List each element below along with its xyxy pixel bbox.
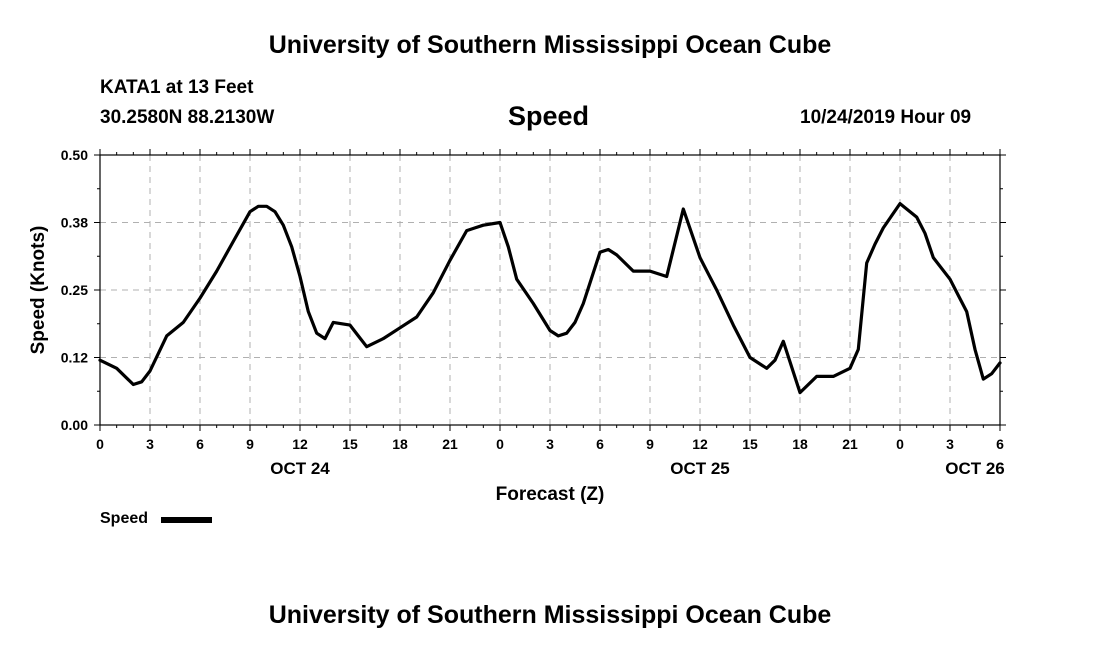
y-tick-label: 0.50 [61, 147, 88, 163]
x-tick-label: 18 [392, 436, 408, 452]
x-tick-label: 3 [946, 436, 954, 452]
x-axis-label: Forecast (Z) [496, 484, 605, 505]
x-tick-label: 0 [96, 436, 104, 452]
y-tick-label: 0.12 [61, 350, 88, 366]
y-axis-label: Speed (Knots) [28, 226, 49, 355]
x-tick-label: 12 [692, 436, 708, 452]
x-tick-label: 21 [442, 436, 458, 452]
x-tick-label: 6 [996, 436, 1004, 452]
y-tick-label: 0.25 [61, 282, 88, 298]
x-tick-label: 15 [342, 436, 358, 452]
station-label: KATA1 at 13 Feet [100, 77, 254, 98]
day-label: OCT 25 [670, 459, 730, 478]
y-tick-label: 0.00 [61, 417, 88, 433]
x-tick-label: 18 [792, 436, 808, 452]
x-tick-label: 3 [546, 436, 554, 452]
page-title-top: University of Southern Mississippi Ocean… [268, 31, 832, 59]
x-tick-label: 12 [292, 436, 308, 452]
page-title-bottom: University of Southern Mississippi Ocean… [268, 601, 832, 629]
grid-lines [100, 155, 1000, 425]
day-label: OCT 24 [270, 459, 330, 478]
legend-label: Speed [100, 510, 149, 527]
x-tick-label: 6 [596, 436, 604, 452]
speed-series-line [98, 202, 1002, 395]
chart-title: Speed [508, 101, 590, 131]
x-tick-label: 0 [496, 436, 504, 452]
legend-swatch [161, 517, 212, 523]
x-tick-label: 0 [896, 436, 904, 452]
x-tick-label: 9 [646, 436, 654, 452]
axes: 0.00 0.12 0.25 0.38 0.50 0 3 6 9 12 15 18 21 0 3 6 9 12 15… [61, 147, 1006, 478]
y-tick-label: 0.38 [61, 215, 88, 231]
series-layer [98, 202, 1002, 395]
x-tick-label: 6 [196, 436, 204, 452]
x-tick-label: 9 [246, 436, 254, 452]
x-tick-label: 21 [842, 436, 858, 452]
x-tick-label: 15 [742, 436, 758, 452]
x-tick-label: 3 [146, 436, 154, 452]
day-label: OCT 26 [945, 459, 1005, 478]
coordinates-label: 30.2580N 88.2130W [100, 107, 275, 128]
timestamp-label: 10/24/2019 Hour 09 [800, 107, 972, 128]
plot-frame [99, 154, 1001, 426]
